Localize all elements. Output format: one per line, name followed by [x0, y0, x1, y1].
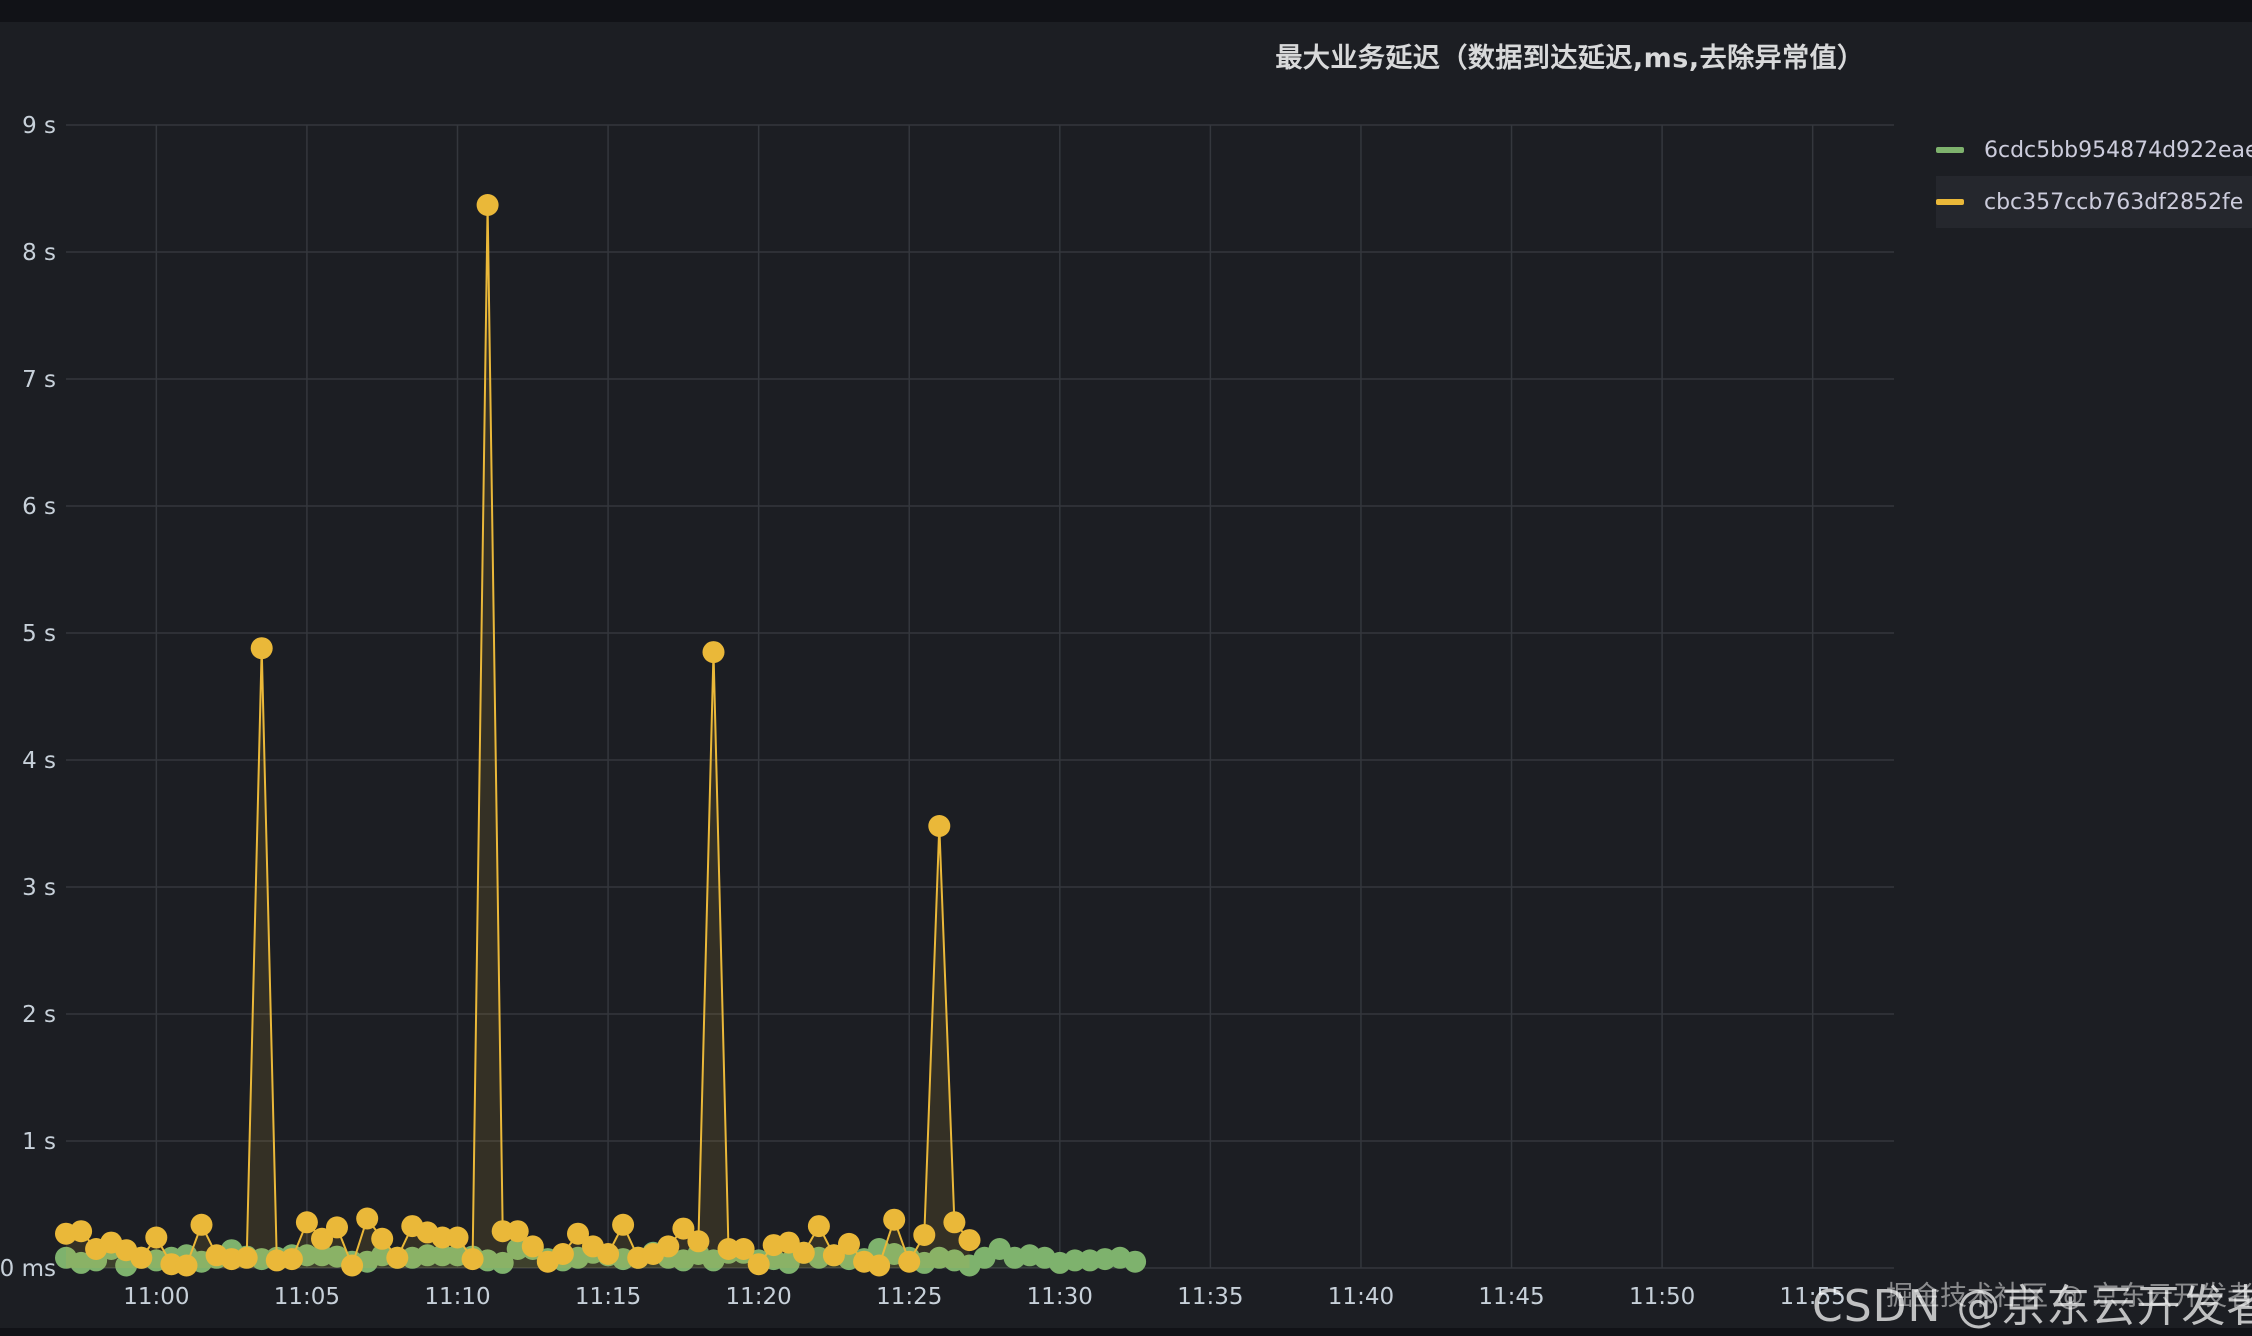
data-point [792, 1241, 815, 1264]
x-tick-label: 11:35 [1177, 1284, 1243, 1310]
series-2-line [65, 204, 971, 1269]
series-2-area [66, 205, 970, 1268]
data-point [717, 1238, 740, 1260]
y-axis-ticks: 0 ms 1 s 2 s 3 s 4 s 5 s 6 s 7 s 8 s 9 s [0, 113, 56, 1282]
watermark-csdn: CSDN @京东云开发者 [1812, 1281, 2252, 1332]
data-point [145, 1226, 168, 1249]
y-tick-label: 5 s [22, 621, 56, 647]
data-point [732, 1238, 755, 1260]
data-point [175, 1254, 198, 1277]
legend: 6cdc5bb954874d922eae cbc357ccb763df2852f… [1936, 124, 2252, 228]
watermark-juejin: 掘金技术社区 @ 京东云开发者 [1886, 1281, 2252, 1312]
data-point [822, 1244, 845, 1267]
x-tick-label: 11:05 [274, 1284, 340, 1310]
x-tick-label: 11:30 [1027, 1284, 1093, 1310]
data-point [521, 1235, 544, 1258]
series-2 [55, 194, 981, 1277]
data-point [702, 641, 725, 664]
data-point [311, 1227, 333, 1250]
data-point [70, 1220, 93, 1243]
data-point [446, 1226, 469, 1249]
x-tick-label: 11:50 [1629, 1284, 1695, 1310]
chart-panel [0, 22, 2252, 1328]
data-point [898, 1250, 921, 1273]
x-tick-label: 11:25 [876, 1284, 942, 1310]
data-point [657, 1235, 680, 1258]
legend-swatch-series-2 [1936, 199, 1964, 205]
x-tick-label: 11:00 [123, 1284, 189, 1310]
data-point [913, 1224, 936, 1246]
data-point [551, 1243, 574, 1265]
data-point [807, 1215, 830, 1238]
legend-label-series-2: cbc357ccb763df2852fe [1984, 189, 2244, 215]
data-point [461, 1248, 484, 1271]
x-tick-label: 11:45 [1478, 1284, 1544, 1310]
data-point [491, 1251, 514, 1274]
grid-lines [66, 124, 1894, 1269]
series-layer [55, 194, 1147, 1277]
data-point [747, 1253, 770, 1276]
data-point [476, 194, 499, 216]
y-tick-label: 2 s [22, 1002, 56, 1028]
data-point [326, 1216, 348, 1239]
y-tick-label: 7 s [22, 367, 56, 393]
data-point [868, 1254, 891, 1277]
data-point [235, 1246, 258, 1269]
chart-title: 最大业务延迟（数据到达延迟,ms,去除异常值） [1275, 43, 1865, 74]
data-point [597, 1243, 620, 1265]
data-point [431, 1244, 454, 1267]
data-point [506, 1220, 529, 1243]
data-point [431, 1226, 454, 1249]
data-point [250, 637, 273, 660]
y-tick-label: 3 s [22, 875, 56, 901]
y-tick-label: 0 ms [0, 1256, 56, 1282]
data-point [943, 1211, 966, 1234]
y-tick-label: 6 s [22, 494, 56, 520]
data-point [1124, 1250, 1147, 1273]
x-tick-label: 11:10 [424, 1284, 490, 1310]
legend-item-series-2[interactable]: cbc357ccb763df2852fe [1936, 176, 2252, 228]
data-point [190, 1213, 213, 1236]
legend-swatch-series-1 [1936, 147, 1964, 153]
data-point [280, 1248, 303, 1271]
y-tick-label: 1 s [22, 1129, 56, 1155]
x-tick-label: 11:15 [575, 1284, 641, 1310]
data-point [612, 1213, 635, 1236]
data-point [386, 1246, 409, 1269]
x-tick-label: 11:40 [1328, 1284, 1394, 1310]
legend-item-series-1[interactable]: 6cdc5bb954874d922eae [1936, 124, 2252, 176]
data-point [567, 1222, 589, 1245]
data-point [838, 1232, 860, 1255]
x-axis-ticks: 11:00 11:05 11:10 11:15 11:20 11:25 11:30 11:35… [123, 1284, 1846, 1310]
data-point [883, 1208, 906, 1231]
legend-label-series-1: 6cdc5bb954874d922eae [1984, 137, 2252, 163]
bottom-bar [0, 1328, 2252, 1336]
data-point [356, 1207, 379, 1230]
y-tick-label: 4 s [22, 748, 56, 774]
data-point [672, 1217, 695, 1240]
x-tick-label: 11:55 [1780, 1284, 1846, 1310]
y-tick-label: 9 s [22, 113, 56, 139]
data-point [130, 1246, 153, 1269]
data-point [341, 1254, 364, 1277]
data-point [958, 1229, 981, 1252]
data-point [295, 1211, 318, 1234]
data-point [928, 815, 951, 837]
data-point [687, 1230, 710, 1253]
data-point [371, 1227, 394, 1250]
y-tick-label: 8 s [22, 240, 56, 266]
x-tick-label: 11:20 [726, 1284, 792, 1310]
